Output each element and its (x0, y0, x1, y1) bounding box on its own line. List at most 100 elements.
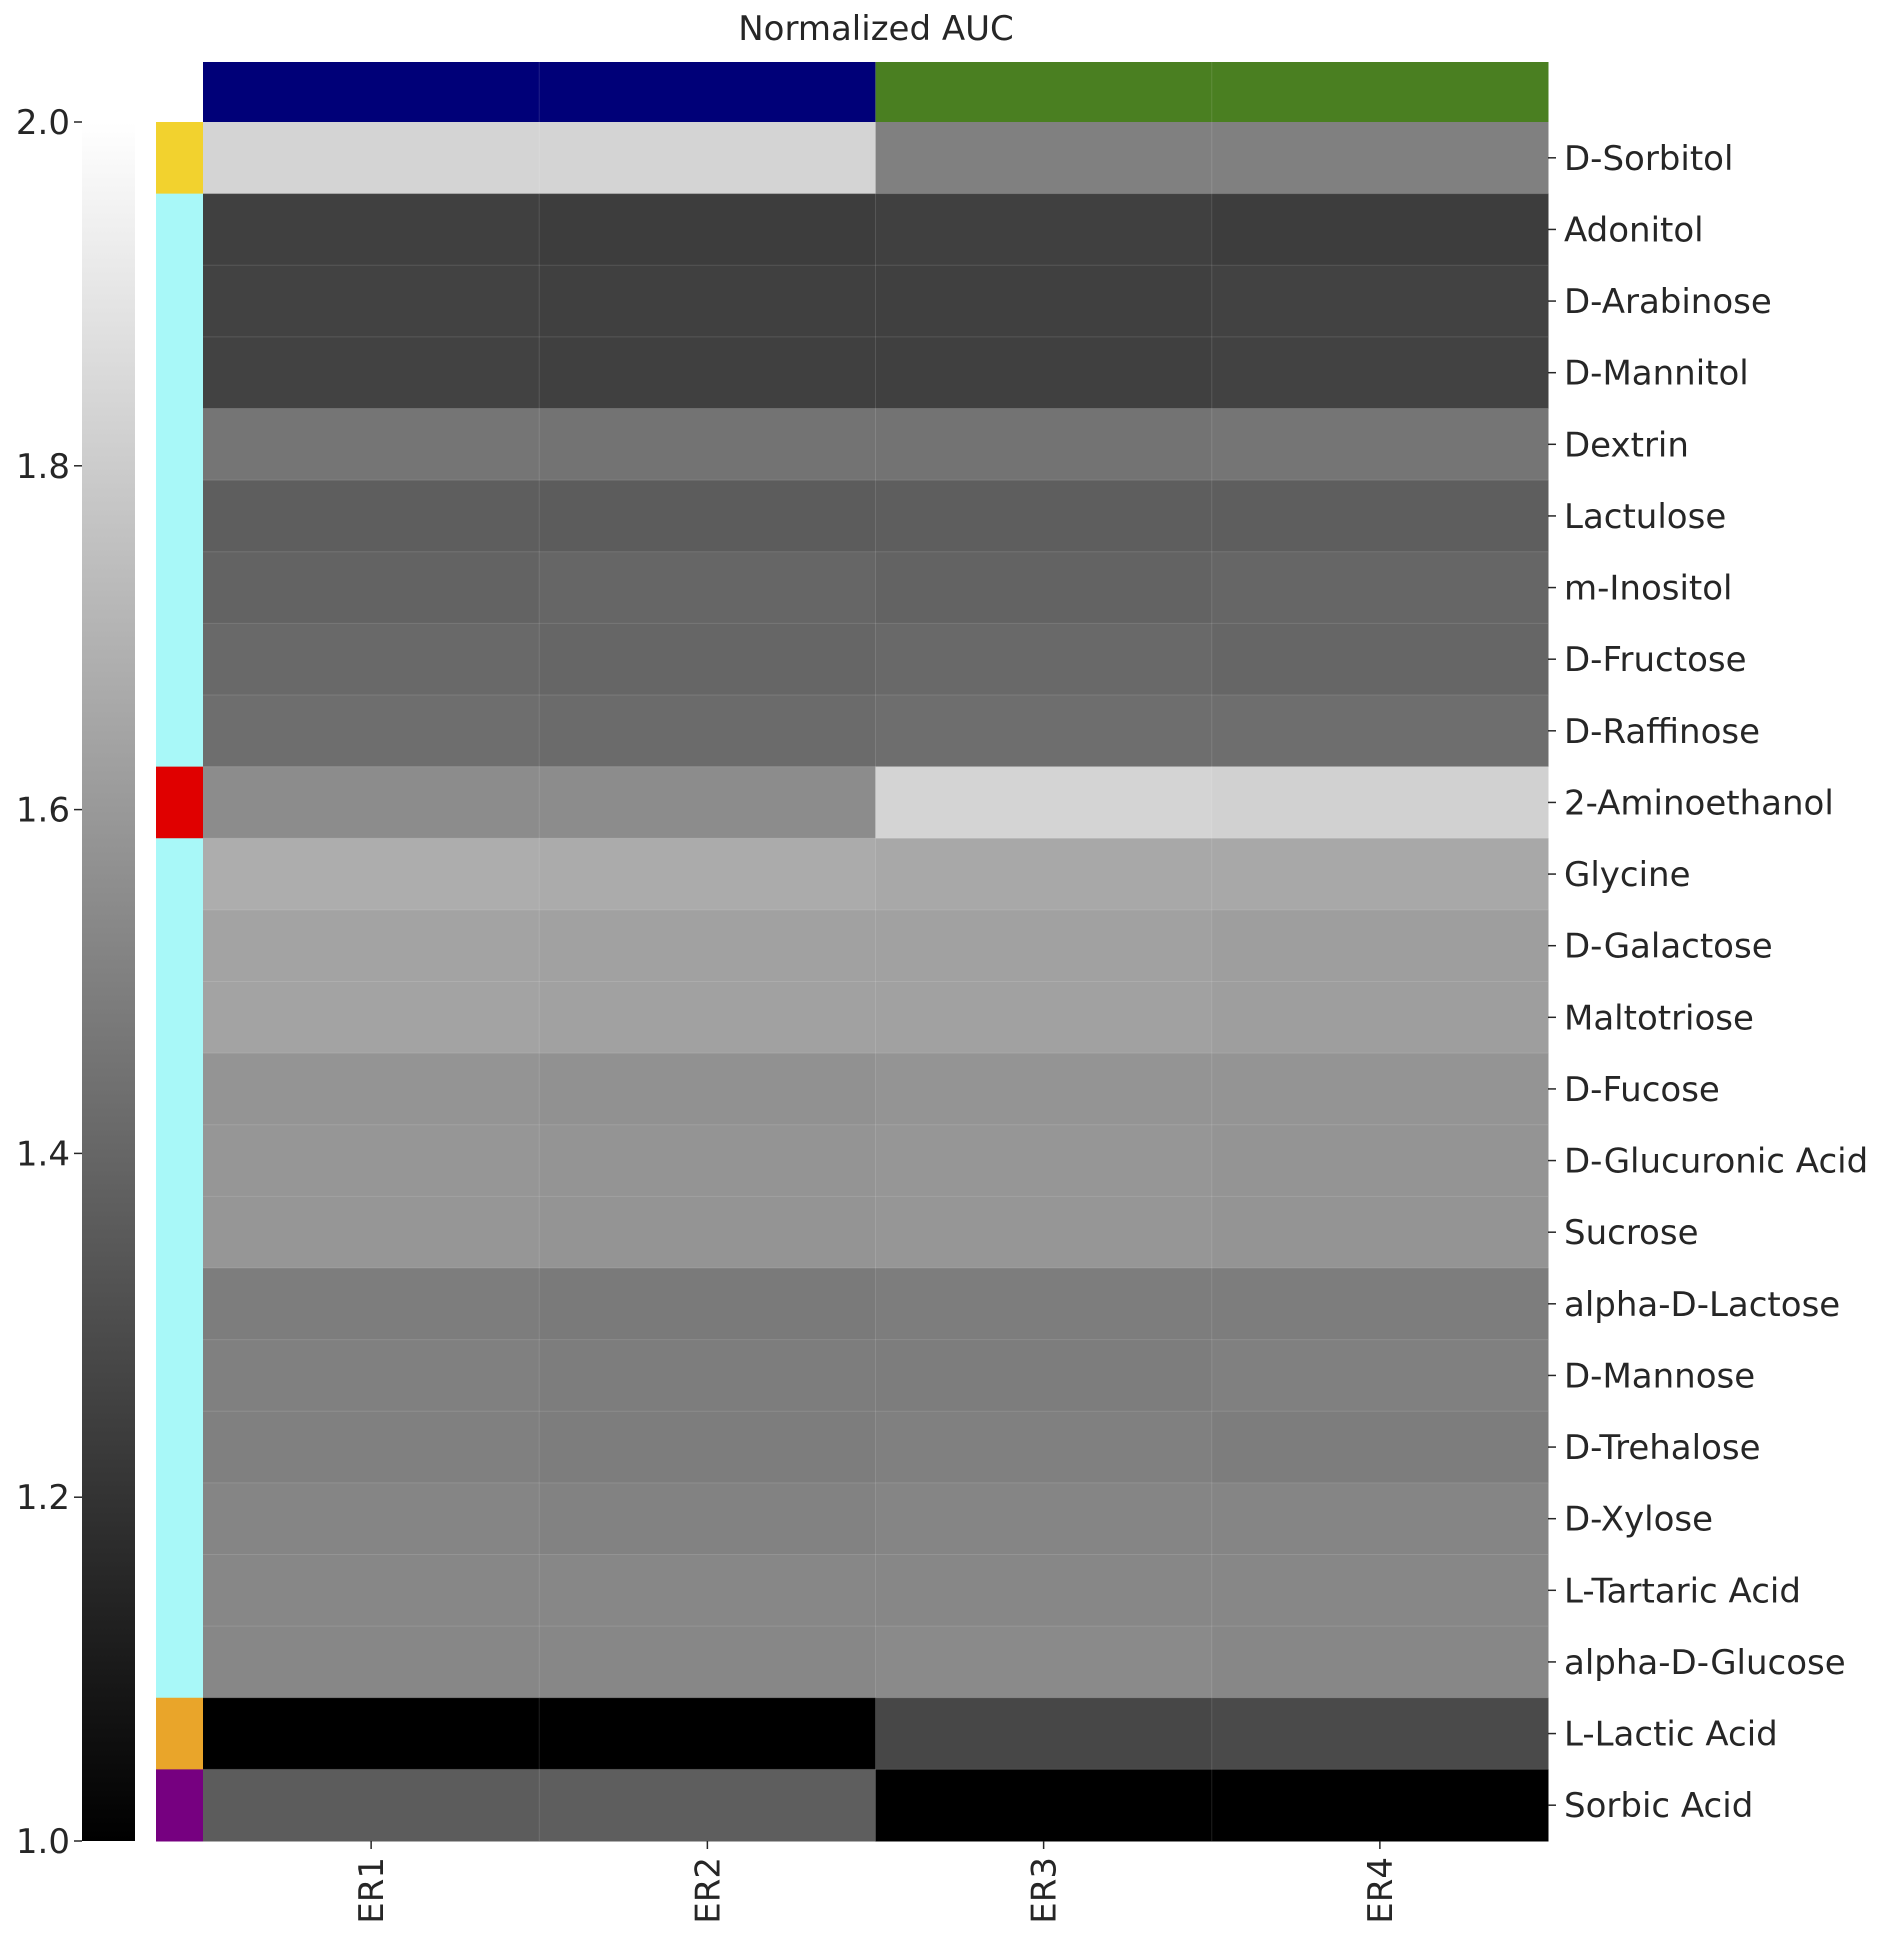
heatmap-cells (203, 62, 1549, 1842)
heatmap-cell (875, 336, 1213, 409)
row-group-swatch (156, 981, 203, 1054)
row-label: D-Galactose (1564, 927, 1773, 967)
row-label: Dextrin (1564, 425, 1689, 465)
heatmap-cell (539, 122, 876, 195)
heatmap-cell (875, 193, 1213, 266)
heatmap-cell (875, 909, 1213, 982)
colorbar-tick-label: 1.4 (16, 1134, 70, 1174)
heatmap-cell (539, 551, 876, 624)
heatmap-cell (1211, 1411, 1549, 1484)
heatmap-cell (875, 766, 1213, 839)
heatmap-cell (875, 1411, 1213, 1484)
colorbar-gradient (82, 122, 135, 1841)
row-label: L-Tartaric Acid (1564, 1571, 1801, 1611)
heatmap-cell (875, 480, 1213, 553)
row-group-swatch (156, 480, 203, 553)
row-label: D-Mannose (1564, 1356, 1755, 1396)
column-labels: ER1 ER2 ER3 ER4 (352, 1841, 1401, 1924)
heatmap-cell (1211, 1482, 1549, 1555)
column-group-swatch (203, 62, 540, 122)
heatmap-cell (203, 193, 540, 266)
heatmap-cell (203, 981, 540, 1054)
heatmap-cell (1211, 1769, 1549, 1842)
heatmap-cell (203, 838, 540, 911)
column-label: ER2 (688, 1857, 728, 1924)
heatmap-cell (1211, 336, 1549, 409)
heatmap-cell (1211, 695, 1549, 768)
heatmap-cell (539, 766, 876, 839)
heatmap-cell (539, 193, 876, 266)
row-group-swatch (156, 838, 203, 911)
heatmap-cell (203, 122, 540, 195)
heatmap-cell (1211, 981, 1549, 1054)
heatmap-cell (203, 909, 540, 982)
heatmap-cell (875, 981, 1213, 1054)
row-group-swatch (156, 623, 203, 696)
row-label: L-Lactic Acid (1564, 1715, 1778, 1755)
chart-title: Normalized AUC (738, 9, 1014, 49)
heatmap-cell (539, 1053, 876, 1126)
row-group-swatch (156, 1196, 203, 1269)
heatmap-cell (1211, 1626, 1549, 1699)
heatmap-cell (203, 551, 540, 624)
heatmap-cell (203, 623, 540, 696)
row-label: Sucrose (1564, 1213, 1699, 1253)
row-label: D-Fucose (1564, 1070, 1720, 1110)
heatmap-cell (539, 623, 876, 696)
heatmap-cell (1211, 193, 1549, 266)
row-group-swatch (156, 551, 203, 624)
heatmap-cell (539, 1482, 876, 1555)
heatmap-cell (539, 1626, 876, 1699)
row-group-swatch (156, 1626, 203, 1699)
heatmap-cell (203, 1554, 540, 1627)
heatmap-cell (875, 1626, 1213, 1699)
row-group-swatch (156, 122, 203, 195)
heatmap-cell (203, 1196, 540, 1269)
heatmap-cell (539, 695, 876, 768)
row-label: Sorbic Acid (1564, 1786, 1753, 1826)
row-group-swatch (156, 1482, 203, 1555)
colorbar-tick-label: 1.8 (16, 447, 70, 487)
heatmap-cell (1211, 1339, 1549, 1412)
heatmap-cell (875, 122, 1213, 195)
heatmap-cell (1211, 265, 1549, 338)
heatmap-cell (203, 1769, 540, 1842)
colorbar-ticks: 1.0 1.2 1.4 1.6 1.8 2.0 (16, 103, 82, 1862)
row-group-color-bar (156, 122, 203, 1842)
heatmap-cell (1211, 408, 1549, 481)
heatmap-cell (203, 480, 540, 553)
heatmap-cell (1211, 909, 1549, 982)
column-group-color-bar (203, 62, 1549, 122)
row-label: m-Inositol (1564, 569, 1733, 609)
heatmap-cell (203, 1053, 540, 1126)
heatmap-cell (1211, 766, 1549, 839)
colorbar-tick-label: 1.0 (16, 1822, 70, 1862)
colorbar: 1.0 1.2 1.4 1.6 1.8 2.0 (16, 103, 135, 1862)
heatmap-cell (539, 408, 876, 481)
row-group-swatch (156, 1411, 203, 1484)
heatmap-cell (1211, 1697, 1549, 1770)
row-group-swatch (156, 695, 203, 768)
heatmap-cell (875, 1769, 1213, 1842)
row-label: D-Raffinose (1564, 712, 1760, 752)
heatmap-cell (203, 408, 540, 481)
row-group-swatch (156, 1124, 203, 1197)
row-label: D-Arabinose (1564, 282, 1772, 322)
row-labels: D-Sorbitol Adonitol D-Arabinose D-Mannitol D… (1548, 139, 1868, 1826)
heatmap-cell (875, 623, 1213, 696)
colorbar-tick-label: 1.2 (16, 1478, 70, 1518)
heatmap-cell (875, 1124, 1213, 1197)
heatmap-cell (203, 1411, 540, 1484)
row-label: D-Mannitol (1564, 354, 1749, 394)
row-group-swatch (156, 1268, 203, 1341)
heatmap-cell (203, 1124, 540, 1197)
row-label: Glycine (1564, 855, 1691, 895)
heatmap-cell (875, 695, 1213, 768)
row-group-swatch (156, 1697, 203, 1770)
heatmap-cell (875, 1482, 1213, 1555)
heatmap-cell (539, 1196, 876, 1269)
row-label: Maltotriose (1564, 998, 1754, 1038)
heatmap-cell (1211, 838, 1549, 911)
row-label: Adonitol (1564, 210, 1704, 250)
heatmap-cell (539, 981, 876, 1054)
